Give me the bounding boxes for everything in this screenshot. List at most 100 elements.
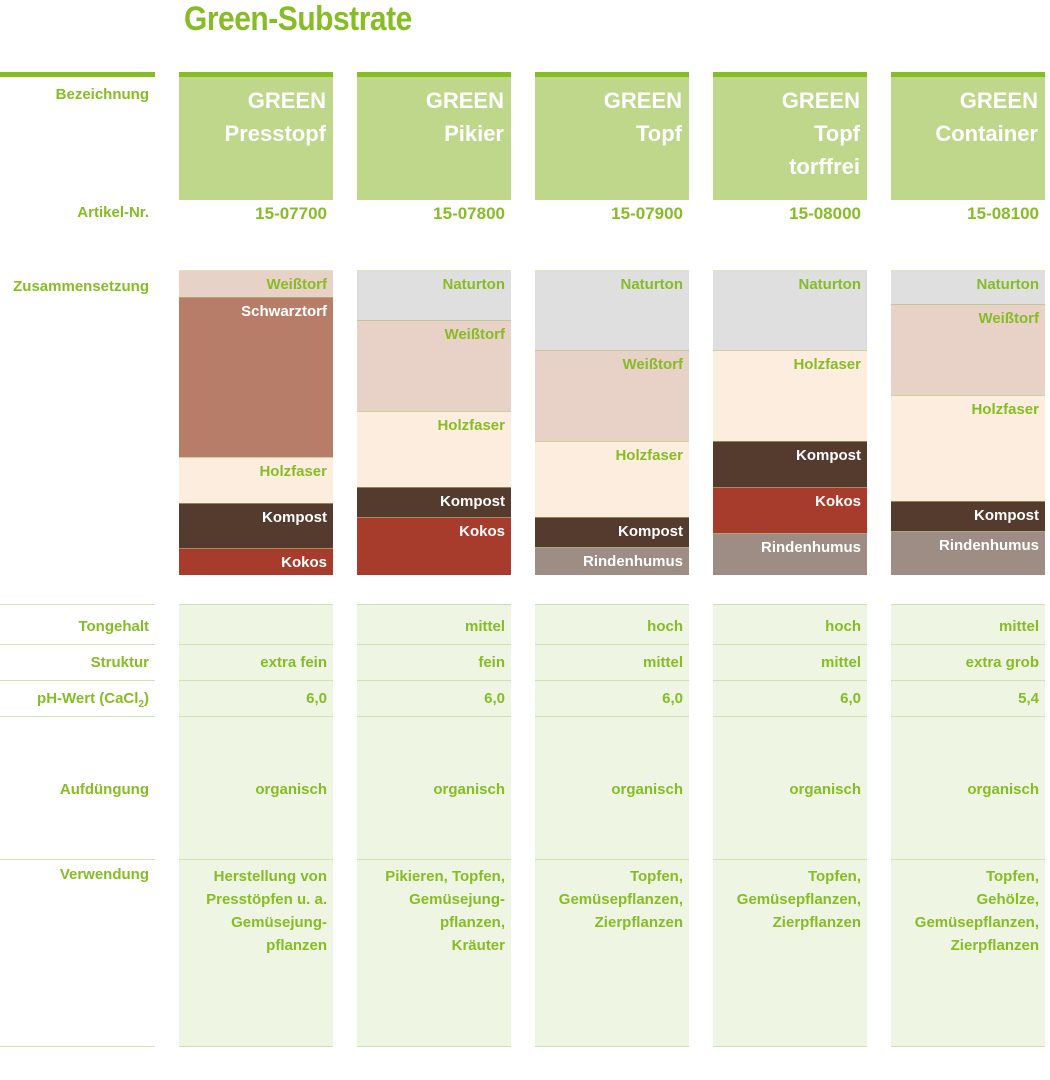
composition-top-line	[179, 270, 333, 271]
composition-segment-label: Weißtorf	[622, 356, 683, 373]
composition-segment: Kompost	[713, 441, 867, 487]
composition-top-line	[891, 270, 1045, 271]
verwendung-line: Topfen,	[985, 868, 1039, 885]
tongehalt-value: mittel	[464, 618, 505, 635]
row-divider	[713, 680, 867, 681]
properties-background	[713, 604, 867, 1047]
article-number: 15-08000	[789, 204, 861, 223]
label-struktur: Struktur	[90, 654, 149, 671]
row-divider	[891, 716, 1045, 717]
composition-segment-label: Kokos	[459, 523, 505, 540]
composition-segment-label: Rindenhumus	[583, 553, 683, 570]
verwendung-line: Kräuter	[451, 937, 505, 954]
article-number: 15-08100	[967, 204, 1039, 223]
composition-segment-label: Naturton	[442, 276, 506, 293]
ph-value: 6,0	[306, 690, 327, 707]
aufduengung-value: organisch	[789, 781, 861, 798]
properties-background	[179, 604, 333, 1047]
product-name-line: Container	[935, 121, 1038, 146]
composition-segment-label: Rindenhumus	[761, 539, 861, 556]
label-bezeichnung: Bezeichnung	[55, 86, 149, 103]
verwendung-line: Topfen,	[629, 868, 683, 885]
row-divider	[891, 1046, 1045, 1047]
row-divider	[535, 859, 689, 860]
composition-segment-label: Holzfaser	[615, 447, 683, 464]
verwendung-line: Gemüsepflanzen,	[558, 891, 683, 908]
product-name-line: Pikier	[444, 121, 504, 146]
product-name-line: Topf	[635, 121, 682, 146]
label-divider	[0, 604, 155, 605]
row-divider	[357, 1046, 511, 1047]
composition-segment: Weißtorf	[179, 271, 333, 297]
product-name-line: GREEN	[781, 88, 860, 113]
row-divider	[891, 604, 1045, 605]
verwendung-line: Gemüsepflanzen,	[914, 914, 1039, 931]
verwendung-line: Gemüsejung-	[231, 914, 327, 931]
composition-segment-label: Kompost	[618, 523, 683, 540]
composition-segment-label: Kompost	[440, 493, 505, 510]
ph-label-subscript: 2	[138, 699, 144, 710]
verwendung-line: Herstellung von	[213, 868, 327, 885]
product-name-header: GREEN Topf	[535, 77, 689, 200]
row-divider	[357, 859, 511, 860]
composition-stack: Naturton Weißtorf Holzfaser Kompost Kokos	[357, 271, 511, 575]
struktur-value: extra fein	[260, 654, 327, 671]
aufduengung-value: organisch	[433, 781, 505, 798]
label-divider	[0, 644, 155, 645]
composition-segment-label: Weißtorf	[978, 310, 1039, 327]
ph-value: 5,4	[1018, 690, 1039, 707]
verwendung-line: Zierpflanzen	[594, 914, 683, 931]
row-divider	[179, 1046, 333, 1047]
composition-top-line	[357, 270, 511, 271]
struktur-value: mittel	[642, 654, 683, 671]
composition-top-line	[713, 270, 867, 271]
row-divider	[357, 680, 511, 681]
composition-segment-label: Kompost	[974, 507, 1039, 524]
row-divider	[179, 680, 333, 681]
composition-top-line	[535, 270, 689, 271]
struktur-value: extra grob	[965, 654, 1039, 671]
verwendung-line: Topfen,	[807, 868, 861, 885]
ph-value: 6,0	[484, 690, 505, 707]
composition-segment: Holzfaser	[891, 395, 1045, 501]
composition-segment: Kompost	[891, 501, 1045, 531]
composition-segment: Rindenhumus	[713, 533, 867, 575]
composition-segment-label: Weißtorf	[444, 326, 505, 343]
label-divider	[0, 1046, 155, 1047]
composition-segment-label: Naturton	[620, 276, 684, 293]
product-column: GREEN Container 15-08100 Naturton Weißtorf Ho…	[891, 0, 1045, 1080]
row-divider	[179, 859, 333, 860]
composition-segment-label: Schwarztorf	[241, 303, 327, 320]
row-divider	[891, 859, 1045, 860]
product-name-line: torffrei	[789, 154, 860, 179]
row-divider	[891, 680, 1045, 681]
composition-segment: Naturton	[535, 271, 689, 350]
label-divider	[0, 716, 155, 717]
row-divider	[713, 859, 867, 860]
product-column: GREEN Pikier 15-07800 Naturton Weißtorf Holzf…	[357, 0, 511, 1080]
composition-segment: Schwarztorf	[179, 297, 333, 457]
composition-stack: Weißtorf Schwarztorf Holzfaser Kompost Kokos	[179, 271, 333, 575]
composition-segment: Weißtorf	[535, 350, 689, 441]
ph-label-suffix: )	[144, 690, 149, 707]
row-divider	[713, 1046, 867, 1047]
product-name-line: GREEN	[603, 88, 682, 113]
composition-segment-label: Holzfaser	[793, 356, 861, 373]
verwendung-line: Pikieren, Topfen,	[385, 868, 505, 885]
row-divider	[179, 716, 333, 717]
composition-segment: Naturton	[713, 271, 867, 350]
label-verwendung: Verwendung	[59, 866, 149, 883]
product-name-header: GREEN Presstopf	[179, 77, 333, 200]
composition-stack: Naturton Weißtorf Holzfaser Kompost Rindenhu…	[535, 271, 689, 575]
ph-label-prefix: pH-Wert (CaCl	[37, 690, 139, 707]
column-top-bar	[179, 72, 333, 77]
aufduengung-value: organisch	[611, 781, 683, 798]
row-divider	[713, 716, 867, 717]
row-divider	[357, 716, 511, 717]
composition-segment: Kompost	[179, 503, 333, 548]
ph-value: 6,0	[840, 690, 861, 707]
verwendung-line: Zierpflanzen	[772, 914, 861, 931]
composition-segment: Kokos	[713, 487, 867, 533]
product-name-line: GREEN	[247, 88, 326, 113]
label-artikel-nr: Artikel-Nr.	[77, 204, 149, 221]
